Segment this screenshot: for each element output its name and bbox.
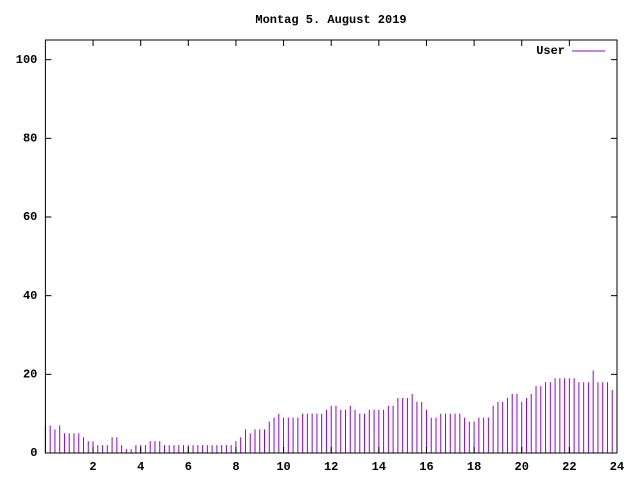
x-tick-label: 4 — [137, 460, 144, 474]
x-tick-label: 2 — [89, 460, 96, 474]
y-tick-label: 40 — [23, 289, 37, 303]
chart-title: Montag 5. August 2019 — [255, 13, 406, 27]
y-tick-label: 100 — [16, 53, 38, 67]
x-tick-label: 14 — [372, 460, 386, 474]
x-tick-label: 24 — [610, 460, 624, 474]
x-tick-label: 16 — [419, 460, 433, 474]
y-tick-label: 80 — [23, 132, 37, 146]
x-tick-label: 6 — [185, 460, 192, 474]
y-tick-label: 0 — [30, 446, 37, 460]
x-tick-label: 10 — [276, 460, 290, 474]
x-tick-label: 20 — [515, 460, 529, 474]
x-tick-label: 8 — [232, 460, 239, 474]
legend-label: User — [536, 44, 565, 58]
x-tick-label: 18 — [467, 460, 481, 474]
x-tick-label: 22 — [562, 460, 576, 474]
y-tick-label: 60 — [23, 210, 37, 224]
x-tick-label: 12 — [324, 460, 338, 474]
y-tick-label: 20 — [23, 368, 37, 382]
